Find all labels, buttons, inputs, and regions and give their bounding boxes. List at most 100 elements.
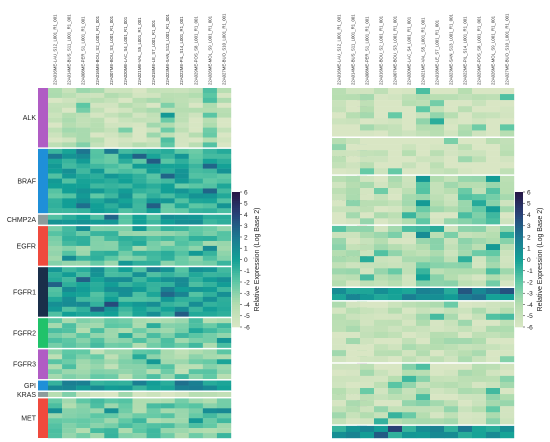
heatmap-cell: [430, 307, 445, 314]
heatmap-cell: [500, 268, 515, 275]
heatmap-cell: [486, 218, 501, 225]
column-label: 22A016ME-BOU_S2_L001_R1_001: [95, 15, 100, 85]
colorbar-swatch: [515, 192, 523, 195]
heatmap-cell: [402, 200, 417, 207]
heatmap-cell: [202, 349, 218, 355]
heatmap-cell: [346, 325, 361, 333]
heatmap-cell: [76, 102, 91, 108]
heatmap-cell: [160, 255, 175, 261]
heatmap-cell: [62, 198, 77, 204]
heatmap-cell: [104, 158, 119, 164]
heatmap-cell: [444, 307, 459, 314]
heatmap-cell: [48, 158, 63, 164]
heatmap-cell: [402, 363, 417, 371]
heatmap-cell: [118, 413, 133, 419]
heatmap-cell: [62, 398, 77, 404]
heatmap-cell: [188, 231, 204, 237]
heatmap-cell: [160, 102, 175, 108]
heatmap-cell: [48, 117, 63, 123]
colorbar-swatch: [515, 228, 523, 231]
heatmap-cell: [346, 406, 361, 413]
heatmap-cell: [132, 163, 147, 169]
heatmap-cell: [388, 175, 403, 183]
heatmap-cell: [146, 107, 161, 113]
heatmap-cell: [202, 198, 218, 204]
heatmap-cell: [458, 106, 473, 113]
heatmap-cell: [188, 173, 204, 179]
heatmap-cell: [444, 262, 459, 269]
heatmap-cell: [104, 163, 119, 169]
heatmap-cell: [104, 291, 119, 298]
heatmap-cell: [132, 296, 147, 303]
heatmap-cell: [416, 301, 431, 308]
heatmap-cell: [216, 245, 232, 252]
heatmap-cell: [160, 306, 175, 312]
heatmap-cell: [402, 406, 417, 413]
block-separator: [48, 147, 231, 149]
heatmap-cell: [202, 117, 218, 123]
heatmap-cell: [104, 88, 119, 94]
heatmap-cell: [360, 106, 375, 113]
heatmap-cell: [416, 100, 431, 107]
heatmap-cell: [360, 156, 375, 163]
heatmap-cell: [402, 162, 417, 169]
heatmap-cell: [444, 188, 459, 195]
heatmap-cell: [132, 291, 147, 298]
heatmap-cell: [62, 301, 77, 307]
colorbar-swatch: [515, 261, 523, 265]
heatmap-cell: [486, 212, 501, 219]
heatmap-cell: [444, 412, 459, 419]
heatmap-cell: [174, 107, 189, 113]
heatmap-cell: [346, 206, 361, 213]
heatmap-cell: [76, 148, 91, 155]
heatmap-cell: [444, 88, 459, 95]
heatmap-cell: [48, 183, 63, 189]
colorbar-swatch: [232, 320, 240, 323]
colorbar-swatch: [515, 203, 523, 206]
heatmap-cell: [360, 162, 375, 169]
heatmap-cell: [500, 256, 515, 263]
heatmap-cell: [132, 250, 147, 257]
heatmap-cell: [402, 307, 417, 314]
heatmap-cell: [48, 296, 63, 303]
heatmap-cell: [416, 188, 431, 195]
heatmap-cell: [118, 328, 133, 334]
block-separator: [48, 265, 231, 268]
heatmap-cell: [500, 231, 515, 239]
heatmap-cell: [430, 112, 445, 119]
heatmap-cell: [188, 403, 204, 409]
heatmap-cell: [416, 412, 431, 419]
heatmap-cell: [160, 398, 175, 404]
heatmap-cell: [104, 277, 119, 283]
colorbar-swatch: [515, 198, 523, 202]
heatmap-cell: [458, 338, 473, 345]
heatmap-cell: [62, 240, 77, 247]
heatmap-cell: [486, 88, 501, 95]
colorbar-swatch: [515, 216, 523, 220]
heatmap-cell: [118, 364, 133, 370]
heatmap-cell: [430, 400, 445, 407]
colorbar-tick-label: 5: [244, 201, 248, 208]
heatmap-cell: [174, 208, 189, 214]
heatmap-cell: [416, 350, 431, 357]
heatmap-cell: [216, 337, 232, 344]
heatmap-cell: [444, 369, 459, 377]
heatmap-cell: [160, 385, 175, 391]
heatmap-cell: [76, 423, 91, 429]
heatmap-cell: [146, 148, 161, 155]
heatmap-cell: [216, 277, 232, 283]
heatmap-cell: [160, 226, 175, 232]
heatmap-cell: [388, 400, 403, 407]
heatmap-cell: [388, 331, 403, 339]
heatmap-cell: [500, 344, 515, 351]
heatmap-cell: [332, 307, 347, 314]
heatmap-cell: [146, 349, 161, 355]
heatmap-cell: [146, 260, 161, 266]
heatmap-cell: [388, 225, 403, 233]
heatmap-cell: [402, 350, 417, 357]
heatmap-cell: [146, 203, 161, 209]
heatmap-cell: [62, 413, 77, 419]
heatmap-cell: [202, 428, 218, 434]
heatmap-cell: [76, 107, 91, 113]
